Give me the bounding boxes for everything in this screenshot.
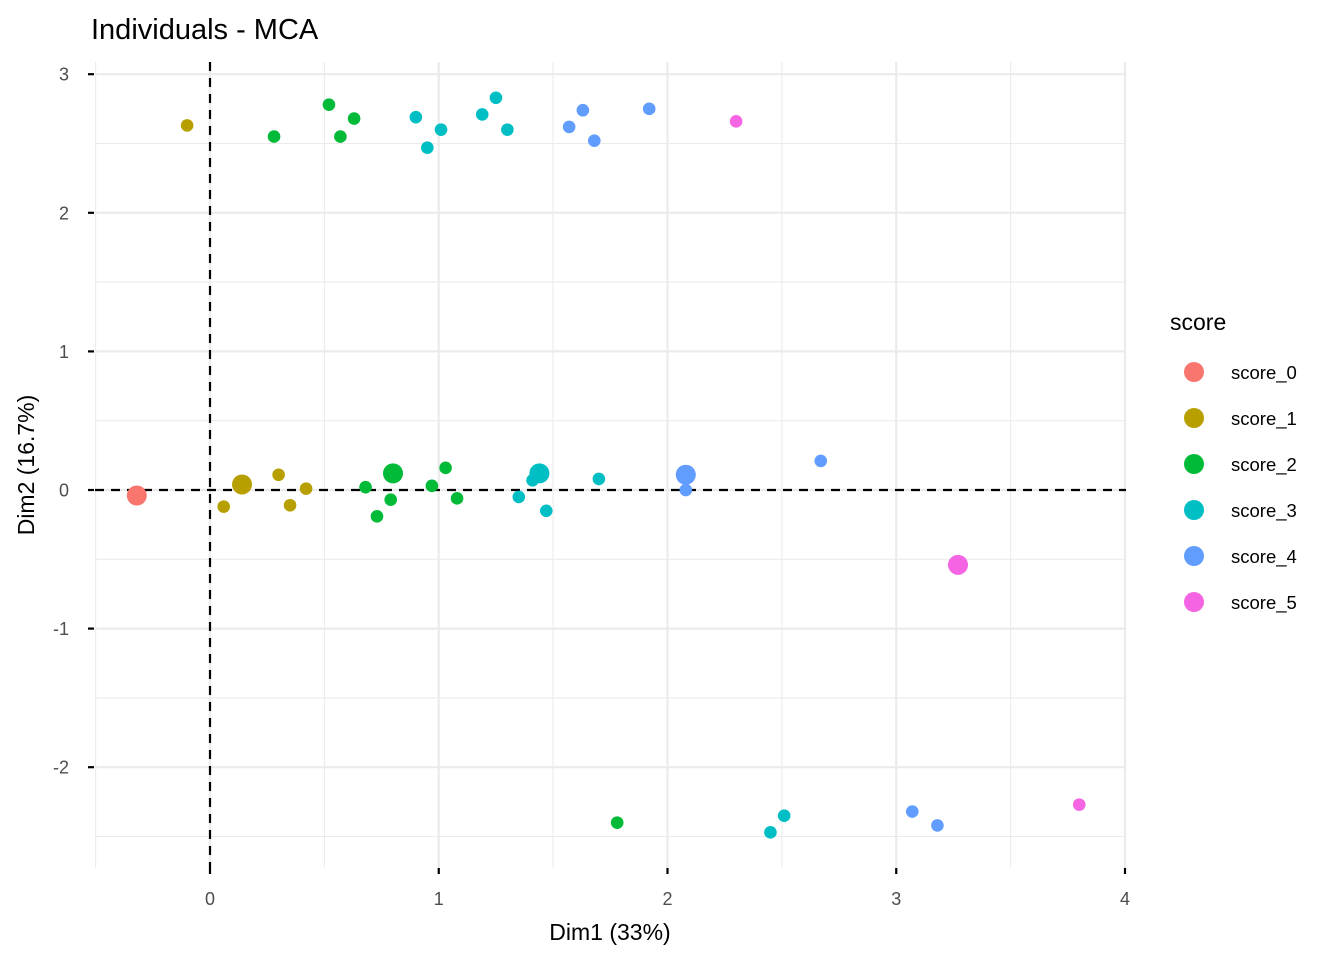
point-score_3 bbox=[421, 141, 434, 154]
point-score_3 bbox=[777, 809, 791, 823]
legend-key-score_5 bbox=[1184, 592, 1204, 612]
point-score_2 bbox=[347, 112, 361, 125]
legend-label-score_3: score_3 bbox=[1231, 500, 1297, 522]
legend-key-score_0 bbox=[1184, 362, 1204, 382]
point-score_2 bbox=[370, 510, 384, 523]
point-score_2 bbox=[267, 130, 281, 143]
y-tick-label: -1 bbox=[53, 619, 69, 639]
x-tick-label: 2 bbox=[662, 889, 672, 909]
reference-lines bbox=[95, 62, 1126, 868]
y-tick-label: 1 bbox=[59, 342, 69, 362]
point-score_1 bbox=[217, 500, 231, 513]
point-score_2 bbox=[359, 480, 372, 494]
point-score_0 bbox=[126, 485, 147, 506]
legend: score score_0 score_1 score_2 score_3 score_… bbox=[1170, 309, 1297, 614]
point-score_3 bbox=[764, 826, 777, 839]
x-tick-label: 4 bbox=[1120, 889, 1130, 909]
point-score_4 bbox=[679, 483, 693, 497]
point-score_2 bbox=[334, 130, 347, 143]
point-score_2 bbox=[425, 479, 439, 493]
legend-label-score_1: score_1 bbox=[1231, 408, 1297, 430]
point-score_4 bbox=[588, 134, 601, 148]
legend-label-score_0: score_0 bbox=[1231, 362, 1297, 384]
point-score_3 bbox=[539, 504, 553, 518]
y-tick-label: -2 bbox=[53, 758, 69, 778]
y-tick-label: 3 bbox=[59, 65, 69, 85]
x-tick-label: 0 bbox=[205, 889, 215, 909]
x-tick-label: 1 bbox=[434, 889, 444, 909]
legend-label-score_5: score_5 bbox=[1231, 592, 1297, 614]
point-score_4 bbox=[642, 102, 656, 116]
point-score_2 bbox=[383, 463, 403, 484]
legend-title: score bbox=[1170, 309, 1226, 335]
point-score_5 bbox=[729, 115, 743, 128]
x-axis-title: Dim1 (33%) bbox=[549, 919, 670, 945]
point-score_5 bbox=[948, 554, 969, 575]
point-score_1 bbox=[272, 468, 285, 482]
legend-key-score_4 bbox=[1184, 546, 1204, 566]
point-score_4 bbox=[675, 464, 696, 485]
legend-key-score_3 bbox=[1184, 500, 1204, 520]
point-score_2 bbox=[384, 493, 398, 507]
legend-key-score_1 bbox=[1184, 408, 1204, 428]
point-score_4 bbox=[562, 120, 576, 134]
point-score_1 bbox=[232, 474, 253, 495]
point-score_4 bbox=[905, 805, 919, 818]
point-score_3 bbox=[409, 110, 423, 124]
y-tick-label: 2 bbox=[59, 203, 69, 223]
point-score_1 bbox=[180, 119, 194, 132]
point-score_1 bbox=[283, 498, 297, 512]
legend-label-score_4: score_4 bbox=[1231, 546, 1297, 568]
chart-title: Individuals - MCA bbox=[91, 14, 319, 46]
point-score_2 bbox=[610, 816, 624, 829]
legend-key-score_2 bbox=[1184, 454, 1204, 474]
point-score_2 bbox=[322, 98, 336, 111]
point-score_3 bbox=[434, 123, 448, 136]
point-score_1 bbox=[299, 482, 313, 495]
point-score_3 bbox=[475, 108, 489, 121]
legend-label-score_2: score_2 bbox=[1231, 454, 1297, 476]
plot-grid bbox=[95, 62, 1127, 868]
point-score_3 bbox=[501, 123, 514, 136]
point-score_2 bbox=[439, 461, 452, 475]
point-score_4 bbox=[931, 819, 944, 832]
point-score_3 bbox=[489, 91, 503, 105]
point-score_5 bbox=[1072, 798, 1086, 811]
point-score_3 bbox=[529, 463, 550, 484]
point-score_4 bbox=[814, 454, 828, 468]
y-tick-label: 0 bbox=[59, 481, 69, 501]
data-points bbox=[126, 91, 1086, 839]
point-score_3 bbox=[512, 490, 526, 504]
y-axis-title: Dim2 (16.7%) bbox=[13, 395, 39, 536]
point-score_3 bbox=[592, 472, 606, 486]
x-tick-label: 3 bbox=[891, 889, 901, 909]
point-score_2 bbox=[450, 492, 464, 505]
axis-ticks: 0 1 2 3 4 -2 -1 0 1 2 3 bbox=[53, 65, 1130, 909]
point-score_4 bbox=[576, 103, 590, 117]
